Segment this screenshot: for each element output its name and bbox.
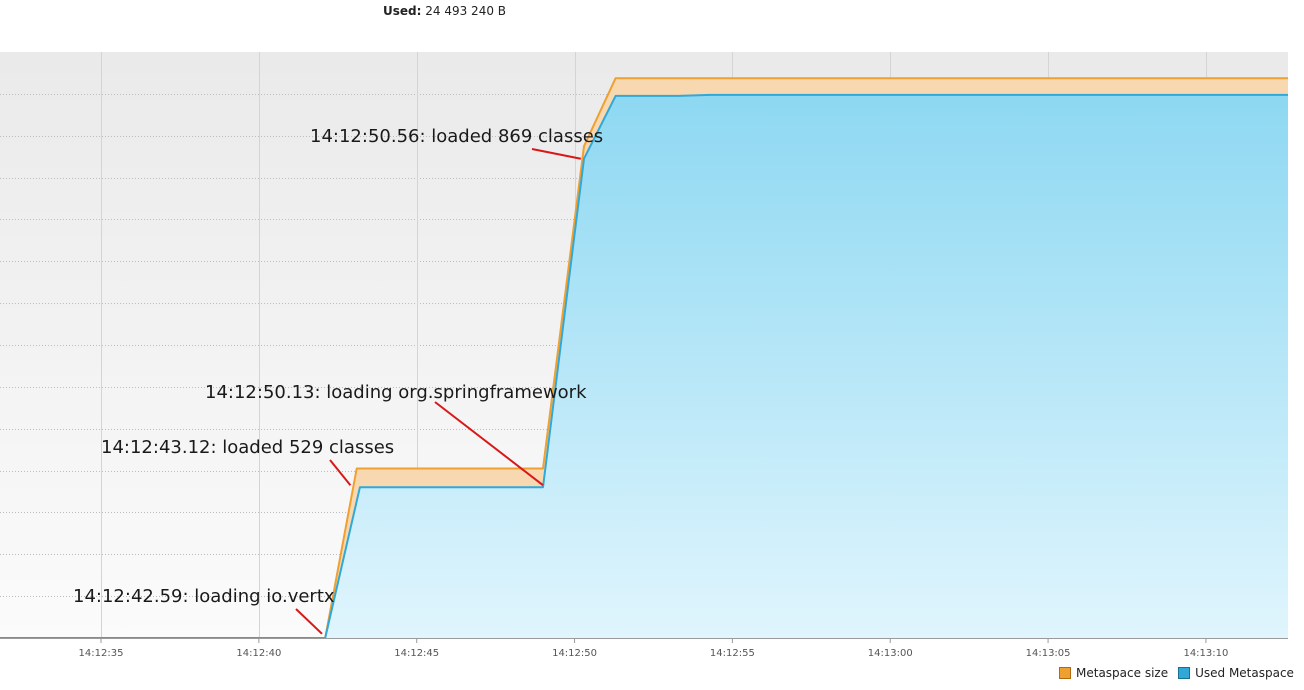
x-tick-label: 14:13:00: [868, 648, 913, 659]
legend-label-used-metaspace: Used Metaspace: [1195, 666, 1294, 680]
annotation-pointer: [434, 401, 544, 487]
annotation-label: 14:12:42.59: loading io.vertx: [73, 586, 335, 607]
series-line-1: [0, 93, 1288, 639]
series-area-1: [0, 94, 1288, 638]
used-value: 24 493 240 B: [425, 4, 507, 18]
chart-legend: Metaspace size Used Metaspace: [1059, 666, 1294, 680]
legend-swatch-metaspace-size: [1059, 667, 1071, 679]
annotation-pointer: [295, 608, 323, 635]
x-tick-label: 14:12:50: [552, 648, 597, 659]
used-label: Used:: [383, 4, 422, 18]
legend-item-metaspace-size[interactable]: Metaspace size: [1059, 666, 1168, 680]
x-tick-label: 14:12:55: [710, 648, 755, 659]
annotation-label: 14:12:50.13: loading org.springframework: [205, 382, 587, 403]
x-tick-label: 14:13:10: [1183, 648, 1228, 659]
used-readout: Used: 24 493 240 B: [383, 4, 506, 18]
annotation-label: 14:12:50.56: loaded 869 classes: [310, 126, 603, 147]
legend-label-metaspace-size: Metaspace size: [1076, 666, 1169, 680]
x-tick-label: 14:12:40: [236, 648, 281, 659]
legend-swatch-used-metaspace: [1178, 667, 1191, 679]
x-tick-label: 14:12:35: [79, 648, 124, 659]
legend-item-used-metaspace[interactable]: Used Metaspace: [1178, 666, 1294, 680]
annotation-pointer: [329, 459, 352, 486]
x-tick-label: 14:12:45: [394, 648, 439, 659]
x-tick-label: 14:13:05: [1026, 648, 1071, 659]
annotation-pointer: [531, 148, 582, 160]
annotation-label: 14:12:43.12: loaded 529 classes: [101, 437, 394, 458]
